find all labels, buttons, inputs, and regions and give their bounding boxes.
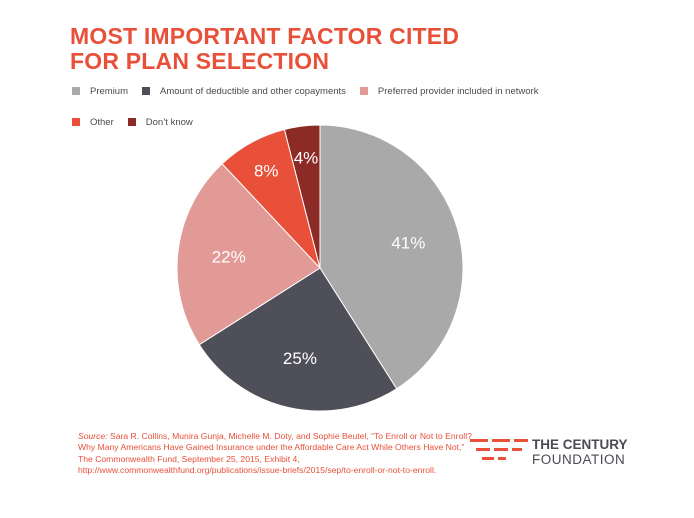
pie-slice-provider [176, 163, 321, 346]
logo-stripe [492, 439, 510, 442]
legend-label-deductible: Amount of deductible and other copayment… [160, 85, 346, 97]
legend-swatch-dont-know [127, 118, 136, 126]
legend-item-provider: Preferred provider included in network [359, 85, 539, 97]
logo-stripe [494, 448, 508, 451]
logo-stripes-icon [470, 439, 528, 460]
pie-label-dont-know: 4% [294, 148, 319, 167]
pie-slice-premium [319, 124, 464, 390]
logo-wordmark: THE CENTURY FOUNDATION [532, 437, 628, 467]
chart-title-line-1: MOST IMPORTANT FACTOR CITED [70, 23, 460, 49]
legend-swatch-deductible [142, 87, 151, 95]
logo-stripe [482, 457, 494, 460]
pie-slice-deductible [198, 267, 398, 412]
legend-item-premium: Premium [72, 86, 128, 97]
legend-swatch-premium [72, 87, 80, 95]
logo-stripe [512, 448, 522, 451]
legend-label-provider: Preferred provider included in network [377, 85, 539, 97]
logo-stripe [514, 439, 528, 442]
chart-title: MOST IMPORTANT FACTOR CITED FOR PLAN SEL… [70, 24, 630, 74]
pie-slice-dont-know [283, 124, 321, 269]
legend-row-1: Premium Amount of deductible and other c… [72, 84, 672, 98]
legend-swatch-provider [359, 87, 368, 95]
legend-label-other: Other [90, 116, 114, 128]
pie-label-other: 8% [254, 161, 279, 180]
legend-item-deductible: Amount of deductible and other copayment… [142, 86, 346, 97]
legend-item-other: Other [72, 117, 114, 128]
legend-label-dont-know: Don’t know [145, 116, 193, 128]
legend-label-premium: Premium [90, 85, 129, 97]
pie-label-premium: 41% [391, 233, 425, 252]
legend: Premium Amount of deductible and other c… [72, 84, 672, 146]
logo-stripe [498, 457, 506, 460]
source-label: Source: [78, 431, 108, 441]
legend-swatch-other [72, 118, 80, 126]
pie-label-deductible: 25% [283, 349, 317, 368]
legend-item-dont-know: Don’t know [127, 116, 193, 128]
source-text: Sara R. Collins, Munira Gunja, Michelle … [78, 431, 472, 476]
logo-line-1: THE CENTURY [532, 437, 628, 452]
century-foundation-logo: THE CENTURY FOUNDATION [470, 437, 670, 467]
source-note: Source: Sara R. Collins, Munira Gunja, M… [78, 431, 478, 477]
chart-title-line-2: FOR PLAN SELECTION [70, 48, 330, 74]
logo-stripe [470, 439, 488, 442]
logo-line-2: FOUNDATION [532, 452, 626, 467]
pie-label-provider: 22% [212, 247, 246, 266]
legend-row-2: Other Don’t know [72, 115, 672, 129]
logo-stripe [476, 448, 490, 451]
